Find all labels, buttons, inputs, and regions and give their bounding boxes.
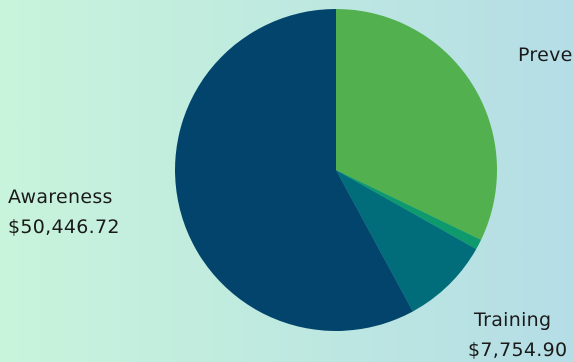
pie-slices	[175, 9, 498, 331]
slice-label-training: Training	[473, 309, 551, 331]
slice-label-awareness: Awareness	[8, 186, 113, 208]
pie-slice-training	[336, 170, 477, 312]
label-training: Training $7,754.90	[468, 309, 567, 361]
label-awareness: Awareness $50,446.72	[8, 186, 120, 238]
pie-slice-slice-1	[336, 170, 482, 250]
pie-slice-preve	[336, 9, 498, 240]
slice-value-awareness: $50,446.72	[8, 216, 120, 238]
label-prevention: Preve	[518, 44, 573, 66]
pie-slice-awareness	[175, 9, 413, 331]
slice-value-training: $7,754.90	[468, 339, 567, 361]
slice-label-prevention: Preve	[518, 44, 573, 66]
